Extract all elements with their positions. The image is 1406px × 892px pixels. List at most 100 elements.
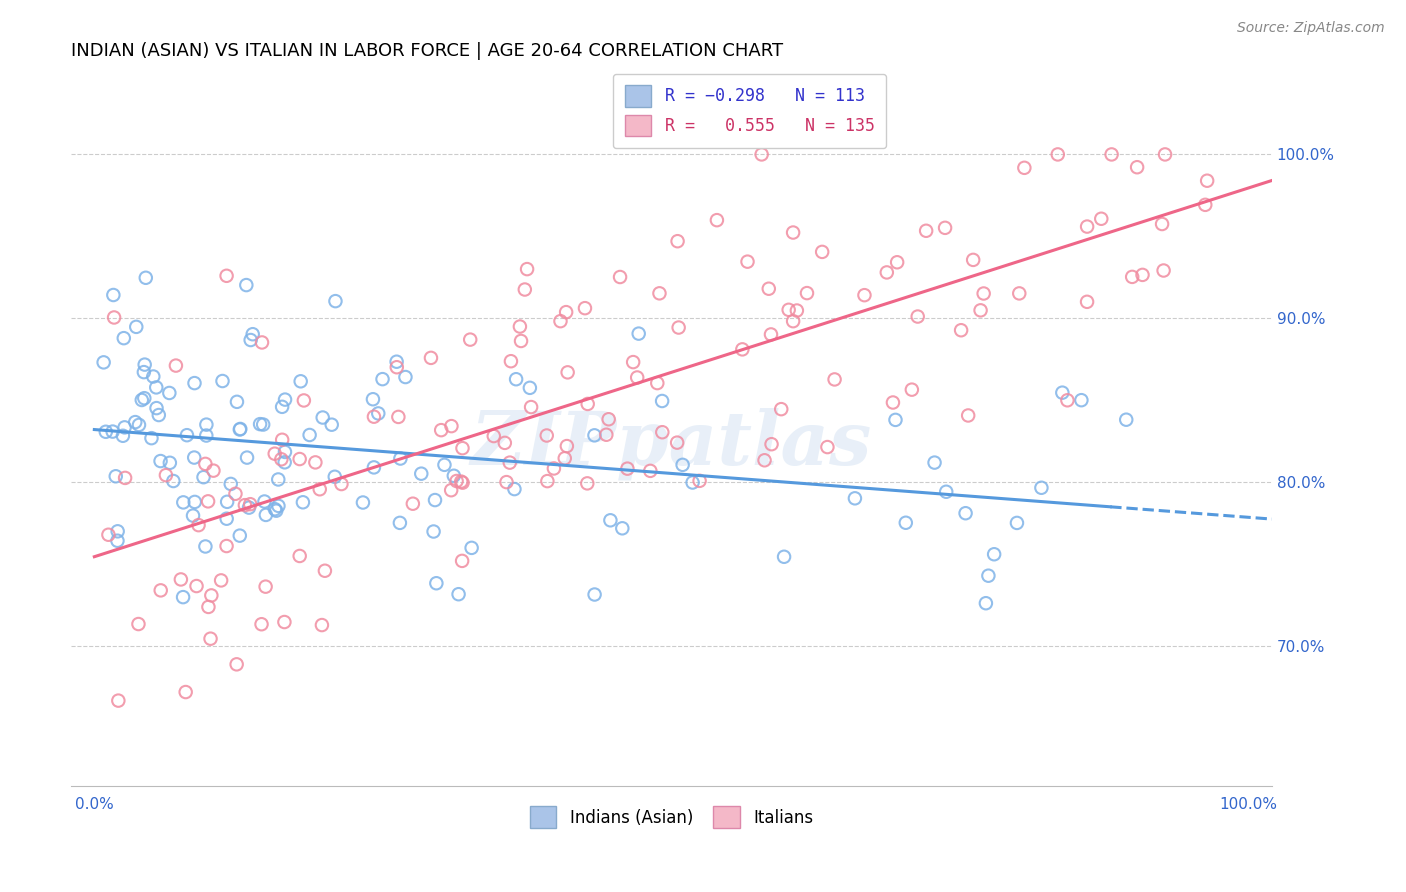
Point: [626, 370, 648, 384]
Point: [555, 439, 578, 453]
Point: [440, 483, 463, 498]
Point: [583, 588, 606, 602]
Point: [423, 493, 446, 508]
Point: [304, 455, 326, 469]
Point: [1121, 269, 1143, 284]
Point: [907, 310, 929, 324]
Point: [499, 456, 522, 470]
Point: [197, 599, 219, 614]
Point: [609, 270, 631, 285]
Point: [648, 286, 671, 301]
Point: [433, 458, 456, 472]
Point: [583, 428, 606, 442]
Point: [770, 402, 793, 417]
Point: [460, 541, 482, 555]
Point: [510, 334, 533, 348]
Point: [389, 451, 412, 466]
Point: [93, 355, 115, 369]
Point: [165, 359, 187, 373]
Point: [505, 372, 527, 386]
Point: [482, 429, 505, 443]
Point: [1153, 263, 1175, 277]
Legend: Indians (Asian), Italians: Indians (Asian), Italians: [523, 800, 820, 835]
Point: [264, 504, 287, 518]
Point: [689, 474, 711, 488]
Point: [796, 286, 818, 301]
Point: [229, 422, 252, 436]
Point: [621, 355, 644, 369]
Point: [219, 477, 242, 491]
Point: [124, 415, 146, 429]
Text: INDIAN (ASIAN) VS ITALIAN IN LABOR FORCE | AGE 20-64 CORRELATION CHART: INDIAN (ASIAN) VS ITALIAN IN LABOR FORCE…: [72, 42, 783, 60]
Point: [254, 508, 277, 522]
Point: [387, 409, 409, 424]
Point: [495, 475, 517, 489]
Point: [666, 234, 689, 248]
Point: [876, 265, 898, 279]
Point: [915, 224, 938, 238]
Point: [195, 417, 218, 432]
Point: [751, 147, 773, 161]
Point: [308, 482, 330, 496]
Point: [1052, 385, 1074, 400]
Point: [598, 412, 620, 426]
Point: [134, 391, 156, 405]
Point: [458, 333, 481, 347]
Point: [446, 474, 468, 488]
Point: [361, 392, 384, 407]
Point: [1126, 160, 1149, 174]
Point: [430, 423, 453, 437]
Point: [352, 495, 374, 509]
Point: [1101, 147, 1123, 161]
Point: [651, 394, 673, 409]
Point: [134, 358, 156, 372]
Point: [149, 454, 172, 468]
Point: [323, 470, 346, 484]
Point: [815, 440, 838, 454]
Point: [536, 474, 558, 488]
Point: [425, 576, 447, 591]
Point: [924, 456, 946, 470]
Point: [853, 288, 876, 302]
Point: [1090, 211, 1112, 226]
Point: [226, 394, 249, 409]
Point: [288, 549, 311, 563]
Point: [235, 278, 257, 293]
Point: [576, 476, 599, 491]
Point: [181, 508, 204, 523]
Point: [367, 406, 389, 420]
Point: [211, 374, 233, 388]
Point: [935, 484, 957, 499]
Point: [132, 365, 155, 379]
Point: [298, 428, 321, 442]
Point: [977, 568, 1000, 582]
Point: [267, 473, 290, 487]
Point: [499, 354, 522, 368]
Point: [197, 494, 219, 508]
Point: [394, 370, 416, 384]
Point: [706, 213, 728, 227]
Point: [314, 564, 336, 578]
Point: [215, 268, 238, 283]
Point: [101, 425, 124, 439]
Point: [402, 497, 425, 511]
Point: [183, 376, 205, 390]
Point: [962, 252, 984, 267]
Point: [731, 343, 754, 357]
Point: [616, 461, 638, 475]
Point: [516, 262, 538, 277]
Point: [1014, 161, 1036, 175]
Point: [627, 326, 650, 341]
Point: [131, 392, 153, 407]
Point: [325, 294, 347, 309]
Point: [1132, 268, 1154, 282]
Point: [451, 441, 474, 455]
Point: [363, 409, 385, 424]
Point: [651, 425, 673, 440]
Point: [955, 506, 977, 520]
Point: [239, 333, 262, 347]
Point: [1076, 294, 1098, 309]
Text: ZIPpatlas: ZIPpatlas: [471, 407, 872, 480]
Point: [242, 327, 264, 342]
Point: [647, 376, 669, 390]
